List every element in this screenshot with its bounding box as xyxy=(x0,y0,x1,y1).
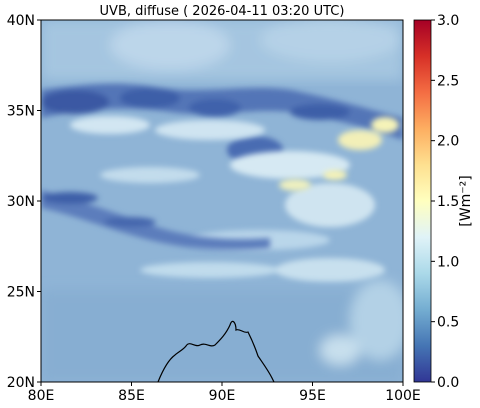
x-tick-label: 85E xyxy=(118,388,145,404)
y-tick-label: 30N xyxy=(7,194,35,210)
field-light-upper xyxy=(41,20,403,80)
colorbar-label: [Wm⁻²] xyxy=(458,175,474,226)
colorbar xyxy=(413,19,432,383)
y-tick-label: 40N xyxy=(7,13,35,29)
colorbar-tick-label: 1.5 xyxy=(437,194,459,210)
colorbar-tick-label: 3.0 xyxy=(437,13,459,29)
field-bright-patches xyxy=(279,117,399,191)
y-tick-label: 25N xyxy=(7,285,35,301)
field-lower xyxy=(41,280,403,382)
y-axis: 20N 25N 30N 35N 40N xyxy=(7,13,41,391)
chart-title: UVB, diffuse ( 2026-04-11 03:20 UTC) xyxy=(100,4,345,19)
x-axis: 80E 85E 90E 95E 100E xyxy=(28,382,421,404)
colorbar-tick-label: 1.0 xyxy=(437,254,459,270)
colorbar-tick-label: 0.5 xyxy=(437,315,459,331)
x-tick-label: 100E xyxy=(385,388,421,404)
heatmap-field xyxy=(41,20,403,382)
colorbar-tick-label: 2.5 xyxy=(437,73,459,89)
y-tick-label: 35N xyxy=(7,104,35,120)
x-tick-label: 80E xyxy=(28,388,55,404)
colorbar-axis: 0.0 0.5 1.0 1.5 2.0 2.5 3.0 xyxy=(431,13,459,391)
field-dark-band-south xyxy=(41,190,270,250)
colorbar-tick-label: 2.0 xyxy=(437,134,459,150)
colorbar-tick-label: 0.0 xyxy=(437,375,459,391)
x-tick-label: 95E xyxy=(299,388,326,404)
field-light-clouds xyxy=(70,116,385,282)
y-tick-label: 20N xyxy=(7,375,35,391)
x-tick-label: 90E xyxy=(209,388,236,404)
coastline xyxy=(157,320,275,382)
